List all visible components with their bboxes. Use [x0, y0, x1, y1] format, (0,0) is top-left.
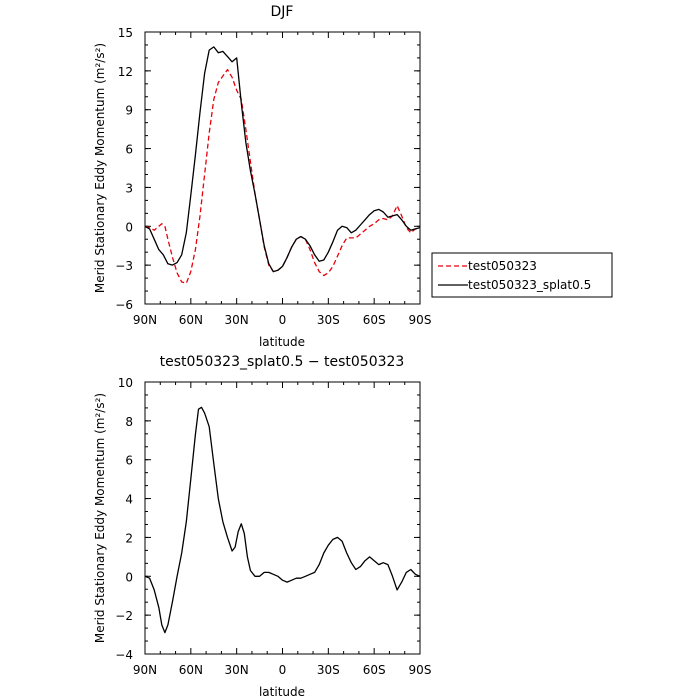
y-tick-label: 6	[125, 143, 133, 157]
x-axis: 90N 60N 30N 0 30S 60S 90S	[133, 382, 432, 677]
plot-frame	[144, 31, 421, 305]
y-tick-label: 3	[125, 181, 133, 195]
legend-box	[431, 252, 613, 298]
series-line-1	[144, 46, 421, 273]
y-axis: −6 −3 0 3 6 9 12 15	[115, 26, 420, 312]
y-tick-label: 10	[118, 376, 133, 390]
x-axis: 90N 60N 30N 0 30S 60S 90S	[133, 32, 432, 327]
y-tick-label: 0	[125, 570, 133, 584]
y-tick-label: −2	[115, 609, 133, 623]
x-tick-label: 60N	[179, 663, 203, 677]
x-tick-label: 90N	[133, 663, 157, 677]
x-axis-label: latitude	[259, 335, 305, 349]
legend: test050323 test050323_splat0.5	[431, 252, 613, 298]
x-tick-label: 30N	[225, 663, 249, 677]
series-line-0	[144, 68, 420, 284]
y-tick-label: 8	[125, 415, 133, 429]
plot-lines	[144, 406, 421, 634]
x-tick-label: 60S	[363, 663, 386, 677]
x-tick-label: 0	[279, 663, 287, 677]
y-axis-label: Merid Stationary Eddy Momentum (m²/s²)	[93, 43, 107, 293]
x-tick-label: 30S	[317, 313, 340, 327]
x-tick-label: 90N	[133, 313, 157, 327]
x-axis-label: latitude	[259, 685, 305, 699]
y-tick-label: −6	[115, 298, 133, 312]
y-tick-label: 4	[125, 493, 133, 507]
y-tick-label: 9	[125, 104, 133, 118]
x-tick-label: 90S	[409, 313, 432, 327]
x-tick-label: 90S	[409, 663, 432, 677]
y-tick-label: 6	[125, 454, 133, 468]
y-axis-label: Merid Stationary Eddy Momentum (m²/s²)	[93, 393, 107, 643]
y-tick-label: 12	[118, 65, 133, 79]
legend-label: test050323	[468, 259, 537, 273]
y-tick-label: 2	[125, 531, 133, 545]
x-tick-label: 30N	[225, 313, 249, 327]
top-panel: DJF 90N 60N 30N 0 30S 60S 90S −6 −3 0 3 6 9 12 15 lat…	[93, 4, 613, 349]
x-tick-label: 60N	[179, 313, 203, 327]
x-tick-label: 0	[279, 313, 287, 327]
chart-title: test050323_splat0.5 − test050323	[160, 354, 405, 370]
plot-lines	[144, 46, 421, 284]
y-tick-label: 15	[118, 26, 133, 40]
legend-label: test050323_splat0.5	[468, 278, 591, 292]
x-tick-label: 30S	[317, 663, 340, 677]
bottom-panel: test050323_splat0.5 − test050323 90N 60N 3…	[93, 354, 431, 699]
y-axis: −4 −2 0 2 4 6 8 10	[115, 376, 420, 662]
y-tick-label: −4	[115, 648, 133, 662]
x-tick-label: 60S	[363, 313, 386, 327]
y-tick-label: 0	[125, 220, 133, 234]
y-tick-label: −3	[115, 259, 133, 273]
series-line-0	[144, 406, 421, 634]
chart-title: DJF	[271, 4, 294, 20]
